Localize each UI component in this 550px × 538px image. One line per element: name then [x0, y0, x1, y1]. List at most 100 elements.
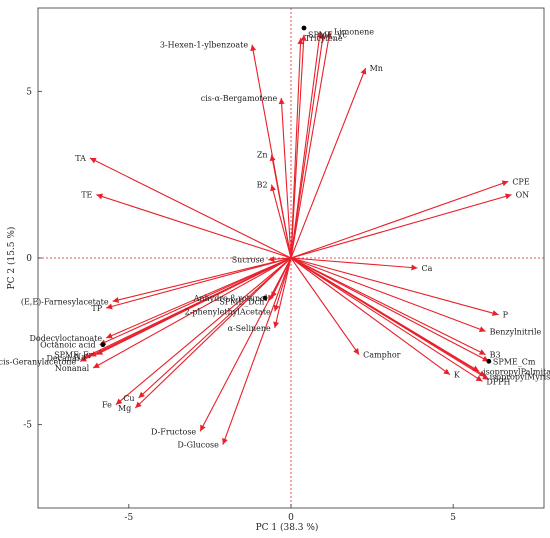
vector-label: DPPH	[486, 377, 510, 386]
vector-label: isopropylMyristate	[490, 372, 550, 381]
vector-line	[290, 257, 486, 356]
vector-line	[290, 257, 490, 362]
y-tick-label: 5	[26, 87, 32, 97]
vector-line	[105, 257, 292, 309]
vector-label: ON	[516, 191, 530, 200]
score-points	[100, 25, 492, 364]
vector-arrowhead	[300, 34, 307, 41]
vector-line	[115, 257, 292, 406]
score-point	[262, 295, 268, 301]
vector-arrowhead	[269, 154, 276, 162]
vector-arrowhead	[112, 297, 120, 303]
loading-vector	[290, 257, 490, 381]
vector-arrowhead	[250, 44, 257, 52]
vector-arrowhead	[135, 401, 142, 408]
loading-vector	[96, 193, 292, 259]
vector-arrowhead	[89, 157, 97, 164]
loading-vector	[270, 184, 292, 259]
vector-line	[89, 157, 292, 259]
vector-arrowhead	[273, 321, 280, 328]
vector-line	[290, 257, 499, 316]
vector-line	[112, 257, 292, 302]
vector-label: TE	[81, 191, 92, 200]
vector-label: TA	[75, 154, 86, 163]
vector-label: cis-Geranylacetone	[0, 357, 76, 366]
vector-label: B2	[257, 181, 268, 190]
vector-label: Octanoic acid	[40, 341, 96, 350]
y-tick-label: -5	[23, 421, 32, 431]
vector-line	[271, 184, 292, 259]
loading-vector	[79, 257, 292, 362]
vector-line	[290, 32, 324, 259]
loading-vector	[138, 257, 292, 399]
score-point	[301, 25, 307, 31]
vector-label: Sucrose	[232, 256, 265, 265]
vector-label: Decanal	[47, 354, 80, 363]
vector-line	[274, 257, 292, 329]
loading-vector	[105, 257, 292, 310]
vector-label: cis-α-Bergamotene	[201, 94, 278, 103]
loading-vector	[290, 32, 326, 259]
loading-vector	[105, 257, 292, 339]
vector-line	[290, 31, 321, 259]
vector-label: SPME_Dch	[219, 297, 264, 306]
vector-line	[280, 97, 292, 259]
vector-label: D-Glucose	[177, 441, 219, 450]
x-tick-label: 0	[288, 513, 294, 523]
vector-arrowhead	[319, 33, 326, 40]
loading-vector	[273, 257, 292, 329]
vector-arrowhead	[106, 332, 113, 339]
x-tick-label: 5	[450, 513, 456, 523]
vector-arrowhead	[475, 375, 483, 382]
axis-ticks: -5 0 5 -5 0 5	[23, 87, 456, 523]
loading-vector	[290, 257, 486, 333]
vector-line	[138, 257, 292, 399]
loading-vector	[222, 257, 292, 445]
vector-arrowhead	[96, 193, 104, 200]
x-tick-label: -5	[124, 513, 133, 523]
vector-label: Anhydro-β-rotunol	[193, 294, 268, 303]
loading-vector	[290, 67, 367, 259]
loading-vector	[290, 37, 304, 259]
vector-arrowhead	[278, 98, 285, 105]
vector-label: Dodecyloctanoate	[29, 334, 102, 343]
vector-label: Mn	[370, 64, 383, 73]
vector-line	[290, 257, 418, 269]
vector-arrowhead	[222, 438, 228, 445]
loading-vector	[290, 257, 360, 355]
loading-vector	[115, 257, 292, 406]
score-point	[100, 342, 106, 348]
vector-label: 3-Hexen-1-ylbenzoate	[160, 41, 249, 50]
x-axis-label: PC 1 (38.3 %)	[256, 522, 319, 533]
vector-arrowhead	[297, 38, 304, 45]
vector-label: 2-phenylethylAcetate	[185, 307, 271, 316]
vector-arrowhead	[93, 362, 100, 368]
vector-line	[290, 257, 483, 382]
vector-label: CPE	[512, 177, 530, 186]
vector-arrowhead	[273, 304, 280, 312]
vector-label: Zn	[257, 151, 268, 160]
vector-line	[290, 257, 451, 376]
vector-label: Fe	[102, 401, 112, 410]
vector-arrowhead	[353, 348, 360, 355]
vector-label: Limonene	[334, 27, 374, 36]
vector-line	[290, 37, 302, 259]
loading-vector	[199, 257, 292, 432]
loading-vector	[112, 257, 292, 303]
loading-vector	[290, 257, 490, 362]
vector-line	[99, 257, 292, 346]
vector-arrowhead	[106, 303, 113, 310]
vector-arrowhead	[443, 368, 450, 375]
loading-vector	[290, 31, 332, 259]
loading-vector	[92, 257, 292, 369]
vector-label: (E,E)-Farnesylacetate	[21, 297, 109, 306]
vector-label: SPME_Cm	[493, 357, 536, 366]
loading-vector	[134, 257, 292, 409]
vector-arrowhead	[325, 31, 332, 38]
loading-vectors	[79, 31, 512, 445]
vector-arrowhead	[316, 31, 323, 38]
vector-label: SPME_Vc	[308, 31, 348, 40]
vector-line	[79, 257, 292, 362]
